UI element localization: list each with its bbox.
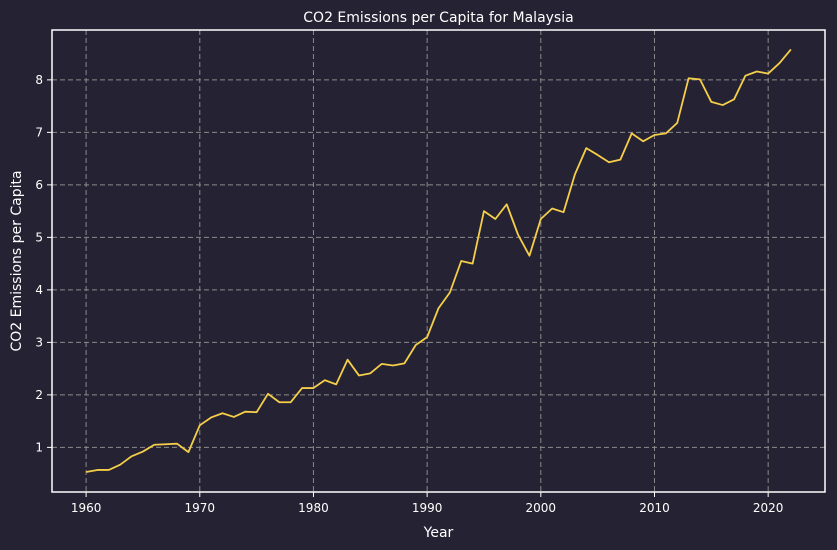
y-axis-ticks: 1 2 3 4 5 6 7 8 [35, 73, 52, 454]
x-tick-label: 2000 [526, 501, 557, 515]
x-axis-label: Year [423, 525, 454, 541]
x-tick-label: 2010 [639, 501, 670, 515]
y-tick-label: 3 [35, 335, 43, 349]
y-tick-label: 1 [35, 440, 43, 454]
x-tick-label: 1960 [71, 501, 102, 515]
x-tick-label: 1980 [298, 501, 329, 515]
y-tick-label: 7 [35, 125, 43, 139]
plot-frame [51, 29, 826, 493]
series-line [85, 48, 792, 473]
x-tick-label: 2020 [753, 501, 784, 515]
y-tick-label: 4 [35, 283, 43, 297]
y-tick-label: 5 [35, 230, 43, 244]
x-tick-label: 1970 [185, 501, 216, 515]
y-tick-label: 6 [35, 178, 43, 192]
y-tick-label: 2 [35, 388, 43, 402]
y-tick-label: 8 [35, 73, 43, 87]
y-axis-label: CO2 Emissions per Capita [9, 170, 25, 351]
x-tick-label: 1990 [412, 501, 443, 515]
series-layer [85, 48, 792, 473]
chart-title: CO2 Emissions per Capita for Malaysia [303, 10, 573, 26]
x-axis-ticks: 1960 1970 1980 1990 2000 2010 2020 [71, 492, 784, 515]
